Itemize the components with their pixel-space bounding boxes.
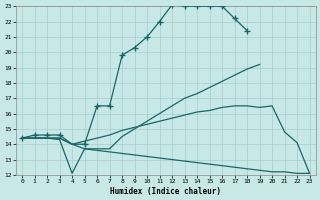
X-axis label: Humidex (Indice chaleur): Humidex (Indice chaleur): [110, 187, 221, 196]
